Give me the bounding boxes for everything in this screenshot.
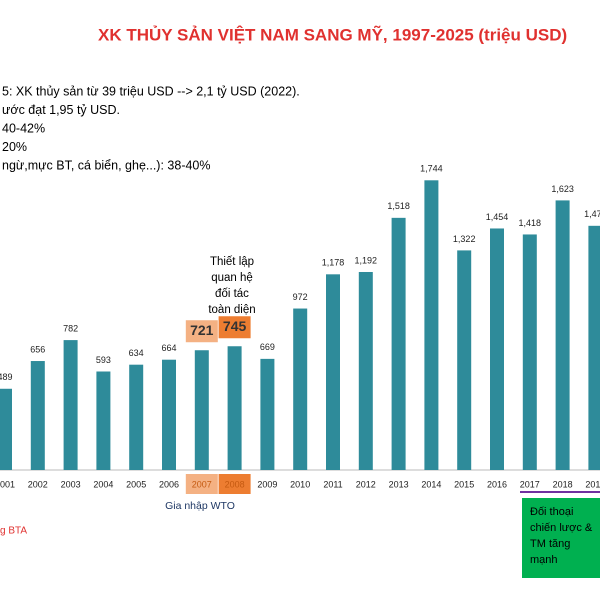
value-label: 593 <box>96 355 111 365</box>
x-tick-label: 2011 <box>323 479 342 489</box>
x-tick-label: 2008 <box>225 479 245 489</box>
bar <box>30 361 45 470</box>
x-label-box <box>218 474 251 494</box>
bar <box>588 225 600 470</box>
bar <box>358 271 373 470</box>
bar <box>260 358 275 470</box>
note: 40-42% <box>2 121 45 135</box>
x-tick-label: 2007 <box>192 479 212 489</box>
x-tick-label: 2001 <box>0 479 15 489</box>
annotation: toàn diện <box>208 304 255 316</box>
annotation: chiến lược & <box>530 522 593 534</box>
x-tick-label: 2017 <box>520 479 540 489</box>
value-label: 1,454 <box>486 212 509 222</box>
x-tick-label: 2015 <box>454 479 474 489</box>
x-tick-label: 2002 <box>28 479 48 489</box>
value-label: 664 <box>161 343 176 353</box>
value-label: 656 <box>30 344 45 354</box>
x-tick-label: 2005 <box>126 479 146 489</box>
annotation: Đối thoại <box>530 506 573 518</box>
x-tick-label: 2016 <box>487 479 507 489</box>
bar <box>63 340 78 470</box>
annotation: TM tăng <box>530 538 570 550</box>
annotation: quan hệ <box>211 272 253 284</box>
x-tick-label: 2012 <box>356 479 376 489</box>
value-label: 634 <box>129 348 144 358</box>
note: 20% <box>2 140 27 154</box>
value-label: 1,623 <box>551 184 574 194</box>
note: ước đạt 1,95 tỷ USD. <box>2 103 120 117</box>
x-tick-label: 2004 <box>93 479 113 489</box>
annotation: Gia nhập WTO <box>165 500 235 512</box>
value-label: 1,744 <box>420 164 443 174</box>
value-label: 721 <box>190 322 214 338</box>
value-label: 972 <box>293 292 308 302</box>
bar <box>129 364 144 470</box>
chart-title: XK THỦY SẢN VIỆT NAM SANG MỸ, 1997-2025 … <box>98 24 567 44</box>
value-label: 489 <box>0 372 13 382</box>
bar <box>227 346 242 470</box>
dialogue-box <box>522 498 600 578</box>
value-label-box <box>185 320 218 343</box>
value-label: 1,178 <box>322 258 345 268</box>
bar <box>162 359 176 470</box>
bar <box>194 350 209 470</box>
x-tick-label: 2003 <box>61 479 81 489</box>
note: 5: XK thủy sản từ 39 triệu USD --> 2,1 t… <box>2 84 300 98</box>
x-tick-label: 2010 <box>290 479 310 489</box>
annotation: mạnh <box>530 554 558 566</box>
note: ngừ,mực BT, cá biển, ghẹ...): 38-40% <box>2 158 211 172</box>
bar <box>0 388 12 470</box>
value-label: 1,192 <box>355 255 378 265</box>
value-label-box <box>218 316 251 339</box>
bar <box>490 228 504 470</box>
x-tick-label: 2019 <box>585 479 600 489</box>
x-tick-label: 2009 <box>257 479 277 489</box>
bar <box>391 217 406 470</box>
annotation: đối tác <box>215 288 249 300</box>
bar <box>96 371 111 470</box>
value-label: 1,322 <box>453 234 476 244</box>
annotation: g BTA <box>0 526 27 537</box>
bar <box>326 274 340 470</box>
value-label: 1,518 <box>387 201 410 211</box>
value-label: 1,470 <box>584 209 600 219</box>
x-label-box <box>185 474 218 494</box>
value-label: 782 <box>63 323 78 333</box>
bar <box>293 308 308 470</box>
x-tick-label: 2006 <box>159 479 179 489</box>
value-label: 745 <box>223 318 247 334</box>
bar <box>555 200 570 470</box>
value-label: 1,418 <box>519 218 542 228</box>
bar <box>522 234 537 470</box>
x-tick-label: 2018 <box>553 479 573 489</box>
x-tick-label: 2014 <box>421 479 441 489</box>
annotation: Thiết lập <box>210 256 254 268</box>
bar <box>424 180 439 470</box>
value-label: 669 <box>260 342 275 352</box>
bar <box>457 250 472 470</box>
x-tick-label: 2013 <box>389 479 409 489</box>
